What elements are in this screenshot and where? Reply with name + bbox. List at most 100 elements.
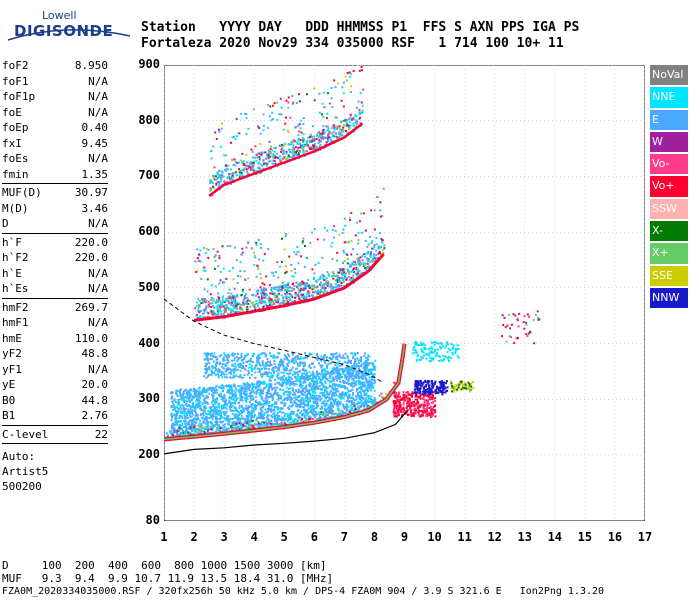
echo-point bbox=[251, 361, 254, 364]
echo-point bbox=[197, 425, 200, 428]
echo-point bbox=[338, 395, 341, 398]
echo-point bbox=[309, 405, 312, 408]
echo-point bbox=[246, 373, 249, 376]
echo-point bbox=[368, 397, 371, 400]
echo-point bbox=[231, 295, 234, 298]
echo-point bbox=[277, 377, 280, 380]
echo-point bbox=[295, 404, 298, 407]
echo-point bbox=[233, 406, 236, 409]
echo-point bbox=[316, 359, 319, 362]
echo-point bbox=[371, 247, 374, 250]
echo-point bbox=[257, 416, 260, 419]
echo-point bbox=[237, 417, 240, 420]
echo-point bbox=[208, 428, 211, 431]
echo-point bbox=[339, 412, 342, 415]
echo-point bbox=[346, 391, 349, 394]
echo-point bbox=[251, 424, 254, 427]
echo-point bbox=[358, 263, 361, 266]
echo-point bbox=[210, 296, 213, 299]
echo-point bbox=[305, 356, 308, 359]
echo-point bbox=[296, 413, 299, 416]
echo-point bbox=[236, 364, 239, 367]
echo-point bbox=[257, 267, 260, 270]
echo-point bbox=[195, 314, 198, 317]
echo-point bbox=[299, 406, 302, 409]
echo-point bbox=[184, 420, 187, 423]
clevel-row: C-level 22 bbox=[2, 427, 108, 442]
echo-point bbox=[338, 271, 341, 274]
echo-point bbox=[344, 393, 347, 396]
echo-point bbox=[285, 357, 288, 360]
echo-point bbox=[288, 391, 291, 394]
echo-point bbox=[283, 421, 286, 424]
echo-point bbox=[222, 428, 225, 431]
echo-point bbox=[304, 297, 307, 300]
echo-point bbox=[261, 360, 264, 363]
echo-point bbox=[350, 359, 353, 362]
echo-point bbox=[219, 413, 222, 416]
echo-point bbox=[347, 378, 350, 381]
echo-point bbox=[173, 423, 176, 426]
echo-point bbox=[280, 421, 283, 424]
echo-point bbox=[224, 376, 227, 379]
echo-point bbox=[239, 369, 242, 372]
echo-point bbox=[352, 277, 355, 280]
echo-point bbox=[256, 389, 259, 392]
echo-point bbox=[300, 393, 303, 396]
echo-point bbox=[240, 415, 243, 418]
echo-point bbox=[347, 366, 350, 369]
echo-point bbox=[335, 275, 338, 278]
echo-point bbox=[368, 380, 371, 383]
echo-point bbox=[280, 359, 283, 362]
echo-point bbox=[203, 418, 206, 421]
echo-point bbox=[213, 352, 216, 355]
echo-point bbox=[264, 373, 267, 376]
echo-point bbox=[202, 389, 205, 392]
echo-point bbox=[185, 397, 188, 400]
echo-point bbox=[213, 399, 216, 402]
echo-point bbox=[352, 274, 355, 277]
echo-point bbox=[361, 374, 364, 377]
echo-point bbox=[196, 402, 199, 405]
echo-point bbox=[277, 285, 280, 288]
echo-point bbox=[198, 393, 201, 396]
echo-point bbox=[231, 352, 234, 355]
echo-point bbox=[348, 216, 351, 219]
echo-point bbox=[281, 407, 284, 410]
echo-point bbox=[206, 375, 209, 378]
echo-point bbox=[353, 362, 356, 365]
echo-point bbox=[301, 372, 304, 375]
echo-point bbox=[222, 372, 225, 375]
echo-point bbox=[347, 360, 350, 363]
echo-point bbox=[313, 414, 316, 417]
echo-point bbox=[241, 425, 244, 428]
echo-point bbox=[366, 356, 369, 359]
echo-point bbox=[345, 377, 348, 380]
echo-point bbox=[170, 406, 173, 409]
echo-point bbox=[290, 396, 293, 399]
echo-point bbox=[239, 399, 242, 402]
echo-point bbox=[246, 353, 249, 356]
echo-point bbox=[254, 376, 257, 379]
echo-point bbox=[205, 391, 208, 394]
parameter-row: foF1 N/A bbox=[2, 74, 108, 90]
echo-point bbox=[276, 356, 279, 359]
echo-point bbox=[255, 363, 258, 366]
echo-point bbox=[367, 400, 370, 403]
echo-point bbox=[182, 425, 185, 428]
echo-point bbox=[210, 357, 213, 360]
echo-point bbox=[298, 416, 301, 419]
echo-point bbox=[233, 389, 236, 392]
echo-point bbox=[251, 403, 254, 406]
echo-point bbox=[290, 421, 293, 424]
echo-point bbox=[259, 389, 262, 392]
echo-point bbox=[344, 275, 347, 278]
echo-point bbox=[268, 284, 271, 287]
echo-point bbox=[353, 407, 356, 410]
echo-point bbox=[310, 373, 313, 376]
echo-point bbox=[238, 427, 241, 430]
echo-point bbox=[359, 391, 362, 394]
echo-point bbox=[338, 374, 341, 377]
echo-point bbox=[350, 374, 353, 377]
echo-point bbox=[209, 416, 212, 419]
